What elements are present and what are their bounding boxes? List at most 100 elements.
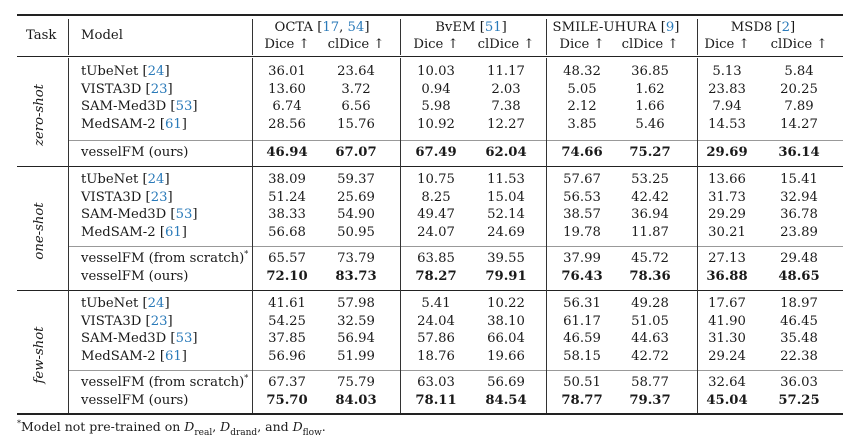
metric-value: 63.03	[417, 375, 455, 390]
metric-value: 29.29	[708, 207, 746, 223]
citation-link[interactable]: 53	[175, 207, 193, 223]
citation-link[interactable]: 61	[165, 116, 182, 132]
metric-value: 31.73	[708, 189, 746, 205]
citation-link[interactable]: 24	[147, 296, 165, 311]
ref-bracket: [	[166, 331, 176, 347]
metric-value: 32.59	[337, 313, 375, 329]
metric-value: 11.17	[487, 64, 525, 79]
ref-bracket: ]	[501, 20, 507, 35]
metric-value: 3.85	[567, 116, 597, 132]
ref-bracket: [	[475, 20, 485, 35]
metric-value: 39.55	[487, 251, 525, 266]
metric-value: 29.48	[780, 251, 818, 266]
metric-value: 5.05	[567, 81, 597, 97]
dataset-separator	[400, 166, 401, 290]
metric-value: 10.03	[417, 64, 455, 79]
metric-value: 72.10	[266, 268, 308, 284]
metric-value: 11.53	[487, 172, 525, 187]
metric-value: 56.31	[563, 296, 601, 311]
citation-link[interactable]: 23	[150, 313, 168, 329]
metric-value: 78.77	[561, 392, 603, 408]
metric-value: 46.94	[266, 145, 308, 160]
model-name: vesselFM (ours)	[81, 269, 188, 285]
dataset-name: BvEM	[435, 20, 476, 35]
metric-value: 37.99	[563, 251, 601, 266]
metric-value: 67.37	[268, 375, 306, 390]
model-name: VISTA3D [23]	[81, 82, 173, 98]
citation-link[interactable]: 24	[147, 172, 165, 187]
metric-value: 1.66	[635, 99, 665, 115]
dataset-separator	[697, 58, 698, 166]
metric-value: 38.09	[268, 172, 306, 187]
dataset-name: SMILE-UHURA	[552, 20, 657, 35]
ref-bracket: [	[155, 116, 165, 132]
model-label: VISTA3D	[81, 81, 142, 97]
footnote: *Model not pre-trained on Dreal, Ddrand,…	[17, 418, 326, 438]
dataset-separator	[252, 166, 253, 290]
metric-value: 57.25	[778, 392, 820, 408]
citation-link[interactable]: 17	[322, 20, 340, 35]
metric-value: 7.89	[784, 99, 814, 115]
model-label: vesselFM (ours)	[81, 392, 189, 408]
metric-value: 57.98	[337, 296, 375, 311]
metric-value: 15.76	[337, 116, 375, 132]
metric-value: 27.13	[708, 251, 746, 266]
dataset-separator	[252, 290, 253, 413]
model-label: MedSAM-2	[81, 348, 156, 364]
dataset-separator	[546, 19, 547, 55]
ref-bracket: [	[141, 81, 151, 97]
metric-value: 65.57	[268, 251, 306, 266]
model-separator	[68, 58, 69, 166]
ref-bracket: [	[166, 99, 176, 115]
cldice-metric-header: clDice ↑	[327, 37, 385, 52]
ref-bracket: ]	[181, 224, 187, 240]
citation-link[interactable]: 2	[781, 20, 791, 35]
model-name: vesselFM (ours)	[81, 393, 188, 409]
citation-link[interactable]: 51	[484, 20, 502, 35]
metric-value: 3.72	[341, 81, 371, 97]
metric-value: 49.28	[631, 296, 669, 311]
model-label: VISTA3D	[81, 189, 142, 205]
citation-link[interactable]: 24	[147, 64, 165, 79]
header-rule	[17, 56, 843, 57]
citation-link[interactable]: 23	[150, 81, 168, 97]
task-label-zero-shot: zero-shot	[32, 84, 47, 146]
metric-value: 51.05	[631, 313, 669, 329]
metric-value: 7.38	[491, 99, 521, 115]
citation-link[interactable]: 9	[665, 20, 675, 35]
metric-value: 53.25	[631, 172, 669, 187]
metric-value: 17.67	[708, 296, 746, 311]
ref-bracket: ]	[164, 64, 170, 79]
ref-bracket: ]	[674, 20, 680, 35]
citation-link[interactable]: 23	[150, 189, 168, 205]
ref-bracket: ]	[192, 99, 198, 115]
metric-value: 44.63	[631, 331, 669, 347]
model-label: SAM-Med3D	[81, 331, 167, 347]
metric-value: 2.12	[567, 99, 597, 115]
metric-value: 20.25	[780, 81, 818, 97]
model-separator	[68, 290, 69, 413]
footnote-separator: ,	[212, 419, 221, 434]
ref-bracket: ]	[167, 189, 173, 205]
citation-link[interactable]: 53	[175, 99, 193, 115]
metric-value: 57.86	[417, 331, 455, 347]
dataset-subscript-flow: flow	[302, 427, 322, 438]
citation-link[interactable]: 53	[175, 331, 193, 347]
metric-value: 23.64	[337, 64, 375, 79]
metric-value: 31.30	[708, 331, 746, 347]
ref-bracket: [	[141, 189, 151, 205]
dataset-header: BvEM [51]	[435, 20, 507, 36]
citation-link[interactable]: 61	[165, 348, 182, 364]
metric-value: 59.37	[337, 172, 375, 187]
ref-bracket: ]	[167, 313, 173, 329]
citation-link[interactable]: 61	[165, 224, 182, 240]
metric-value: 14.27	[780, 116, 818, 132]
model-name: tUbeNet [24]	[81, 172, 170, 188]
citation-link[interactable]: 54	[347, 20, 365, 35]
metric-value: 74.66	[561, 145, 603, 160]
model-name: MedSAM-2 [61]	[81, 225, 187, 241]
section-rule	[17, 166, 843, 167]
metric-value: 50.95	[337, 224, 375, 240]
footnote-star: *	[17, 418, 21, 428]
dataset-subscript-drand: drand	[230, 427, 258, 438]
